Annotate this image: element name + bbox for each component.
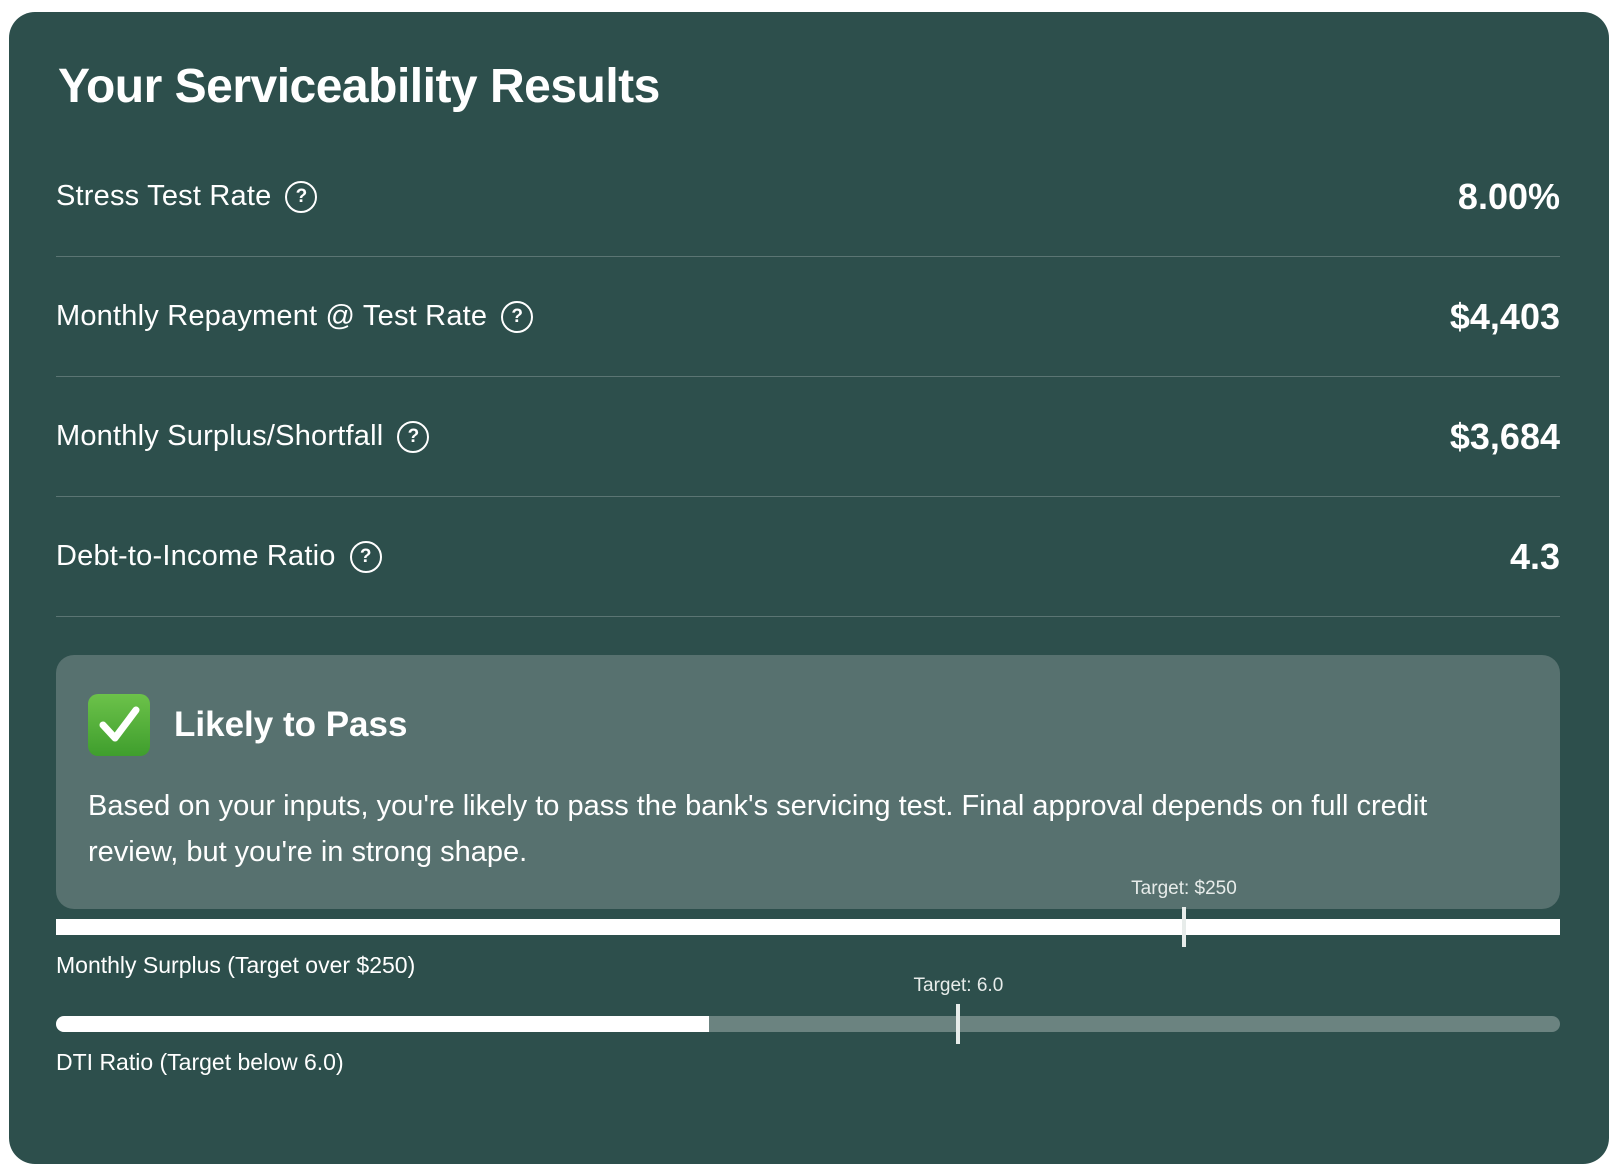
monthly-surplus-value: $3,684	[1449, 415, 1560, 457]
row-label-group: Monthly Surplus/Shortfall ?	[56, 420, 430, 453]
stress-test-rate-value: 8.00%	[1457, 175, 1560, 217]
check-mark-button-icon	[88, 694, 150, 756]
result-row-monthly-surplus: Monthly Surplus/Shortfall ? $3,684	[56, 377, 1560, 497]
status-panel: Likely to Pass Based on your inputs, you…	[56, 655, 1560, 909]
dti-bar-label: DTI Ratio (Target below 6.0)	[56, 1049, 344, 1075]
surplus-target-label: Target: $250	[1131, 878, 1237, 899]
row-label-group: Stress Test Rate ?	[56, 180, 318, 213]
dti-target-marker	[956, 1004, 961, 1044]
result-row-monthly-repayment: Monthly Repayment @ Test Rate ? $4,403	[56, 257, 1560, 377]
status-title: Likely to Pass	[174, 705, 408, 744]
dti-target-label: Target: 6.0	[913, 975, 1004, 996]
results-list: Stress Test Rate ? 8.00% Monthly Repayme…	[56, 137, 1560, 617]
result-row-dti-ratio: Debt-to-Income Ratio ? 4.3	[56, 497, 1560, 617]
help-circle-icon[interactable]: ?	[285, 180, 318, 213]
check-mark-icon	[99, 706, 140, 742]
dti-ratio-label: Debt-to-Income Ratio	[56, 540, 336, 572]
help-circle-icon[interactable]: ?	[349, 540, 382, 573]
row-label-group: Debt-to-Income Ratio ?	[56, 540, 382, 573]
result-row-stress-test-rate: Stress Test Rate ? 8.00%	[56, 137, 1560, 257]
surplus-target-marker	[1182, 907, 1186, 947]
dti-track	[56, 1004, 1560, 1044]
dti-ratio-value: 4.3	[1509, 535, 1560, 577]
monthly-surplus-label: Monthly Surplus/Shortfall	[56, 420, 384, 452]
monthly-repayment-label: Monthly Repayment @ Test Rate	[56, 300, 488, 332]
monthly-repayment-value: $4,403	[1449, 295, 1560, 337]
help-circle-icon[interactable]: ?	[397, 420, 430, 453]
stress-test-rate-label: Stress Test Rate	[56, 180, 272, 212]
serviceability-results-card: Your Serviceability Results Stress Test …	[9, 12, 1609, 1164]
dti-fill	[56, 1016, 709, 1032]
surplus-bar-label: Monthly Surplus (Target over $250)	[56, 952, 416, 978]
surplus-track	[56, 907, 1560, 947]
surplus-fill	[56, 919, 1560, 935]
row-label-group: Monthly Repayment @ Test Rate ?	[56, 300, 534, 333]
status-header: Likely to Pass	[88, 691, 1528, 759]
results-title: Your Serviceability Results	[58, 60, 660, 113]
status-message: Based on your inputs, you're likely to p…	[88, 790, 1428, 868]
help-circle-icon[interactable]: ?	[501, 300, 534, 333]
